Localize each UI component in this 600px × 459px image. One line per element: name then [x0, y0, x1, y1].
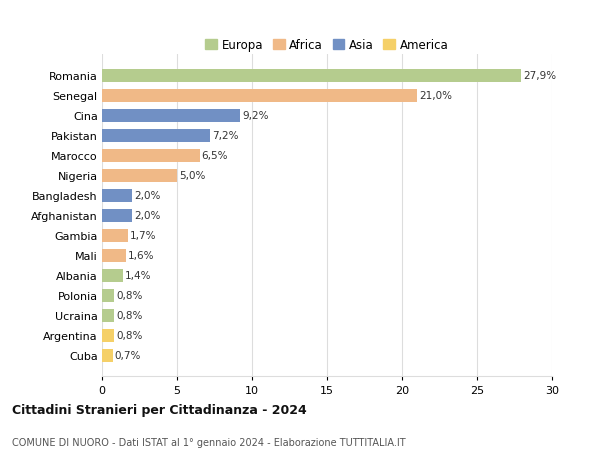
Bar — [102, 209, 132, 222]
Bar — [102, 110, 240, 123]
Bar — [102, 189, 132, 202]
Text: 0,8%: 0,8% — [116, 310, 143, 320]
Bar — [102, 129, 210, 142]
Bar — [102, 249, 126, 262]
Bar — [102, 90, 417, 102]
Text: 0,8%: 0,8% — [116, 330, 143, 340]
Text: COMUNE DI NUORO - Dati ISTAT al 1° gennaio 2024 - Elaborazione TUTTITALIA.IT: COMUNE DI NUORO - Dati ISTAT al 1° genna… — [12, 437, 406, 447]
Bar — [102, 169, 177, 182]
Text: 1,6%: 1,6% — [128, 251, 155, 261]
Bar — [102, 150, 199, 162]
Text: Cittadini Stranieri per Cittadinanza - 2024: Cittadini Stranieri per Cittadinanza - 2… — [12, 403, 307, 416]
Legend: Europa, Africa, Asia, America: Europa, Africa, Asia, America — [202, 35, 452, 55]
Text: 21,0%: 21,0% — [419, 91, 452, 101]
Bar — [102, 329, 114, 342]
Text: 1,7%: 1,7% — [130, 231, 156, 241]
Text: 1,4%: 1,4% — [125, 270, 152, 280]
Bar — [102, 229, 128, 242]
Bar — [102, 289, 114, 302]
Bar — [102, 349, 113, 362]
Bar — [102, 70, 521, 83]
Text: 2,0%: 2,0% — [134, 191, 161, 201]
Text: 27,9%: 27,9% — [523, 71, 556, 81]
Text: 6,5%: 6,5% — [202, 151, 228, 161]
Bar — [102, 309, 114, 322]
Bar — [102, 269, 123, 282]
Text: 2,0%: 2,0% — [134, 211, 161, 221]
Text: 0,7%: 0,7% — [115, 350, 141, 360]
Text: 5,0%: 5,0% — [179, 171, 206, 181]
Text: 9,2%: 9,2% — [242, 111, 269, 121]
Text: 7,2%: 7,2% — [212, 131, 239, 141]
Text: 0,8%: 0,8% — [116, 291, 143, 301]
